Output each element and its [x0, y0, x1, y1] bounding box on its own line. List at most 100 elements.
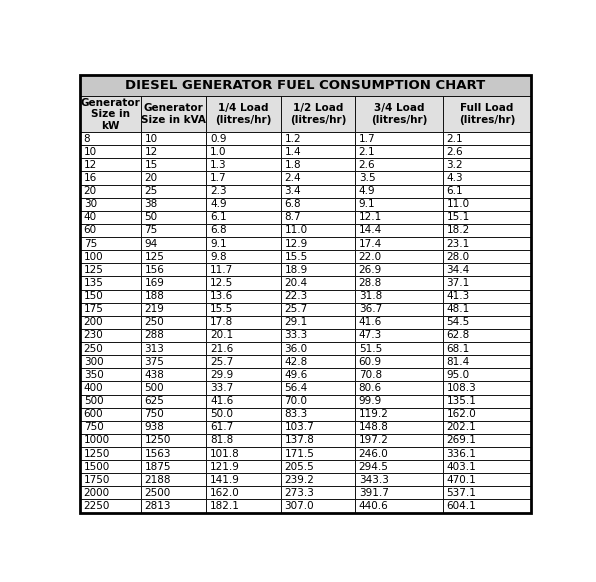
Bar: [80, 395, 141, 407]
Bar: [141, 434, 206, 447]
Bar: [141, 96, 206, 132]
Bar: [80, 381, 141, 395]
Text: 6.8: 6.8: [284, 199, 301, 210]
Bar: [206, 158, 281, 172]
Text: 12: 12: [145, 147, 158, 157]
Text: 101.8: 101.8: [210, 449, 240, 459]
Bar: [206, 434, 281, 447]
Text: 2.6: 2.6: [359, 160, 375, 170]
Text: 135.1: 135.1: [446, 396, 477, 406]
Bar: [141, 224, 206, 237]
Bar: [80, 329, 141, 342]
Text: 171.5: 171.5: [284, 449, 314, 459]
Text: 12.9: 12.9: [284, 239, 308, 249]
Bar: [80, 473, 141, 487]
Bar: [281, 303, 355, 316]
Bar: [141, 329, 206, 342]
Bar: [141, 381, 206, 395]
Text: 81.8: 81.8: [210, 435, 233, 445]
Text: 600: 600: [83, 409, 103, 419]
Text: 51.5: 51.5: [359, 343, 382, 354]
Text: 625: 625: [145, 396, 164, 406]
Text: 336.1: 336.1: [446, 449, 477, 459]
Bar: [443, 421, 531, 434]
Text: 21.6: 21.6: [210, 343, 233, 354]
Text: 80.6: 80.6: [359, 383, 382, 393]
Bar: [80, 145, 141, 158]
Text: 273.3: 273.3: [284, 488, 314, 498]
Text: 23.1: 23.1: [446, 239, 470, 249]
Bar: [141, 250, 206, 263]
Bar: [206, 395, 281, 407]
Bar: [355, 395, 443, 407]
Text: 604.1: 604.1: [446, 501, 476, 511]
Bar: [355, 96, 443, 132]
Text: 391.7: 391.7: [359, 488, 389, 498]
Bar: [355, 342, 443, 355]
Bar: [443, 303, 531, 316]
Text: 108.3: 108.3: [446, 383, 476, 393]
Bar: [206, 368, 281, 381]
Text: 6.8: 6.8: [210, 225, 226, 236]
Bar: [206, 381, 281, 395]
Text: 1.7: 1.7: [210, 173, 226, 183]
Text: 175: 175: [83, 304, 104, 314]
Text: 4.3: 4.3: [446, 173, 463, 183]
Bar: [355, 460, 443, 473]
Text: 1875: 1875: [145, 462, 171, 471]
Bar: [141, 473, 206, 487]
Text: 400: 400: [83, 383, 103, 393]
Bar: [281, 395, 355, 407]
Bar: [443, 355, 531, 368]
Bar: [80, 158, 141, 172]
Bar: [355, 407, 443, 421]
Text: 375: 375: [145, 357, 164, 367]
Text: 4.9: 4.9: [210, 199, 226, 210]
Text: 2188: 2188: [145, 475, 171, 485]
Bar: [141, 276, 206, 289]
Bar: [355, 499, 443, 513]
Text: 200: 200: [83, 317, 103, 327]
Bar: [281, 421, 355, 434]
Bar: [281, 342, 355, 355]
Text: 250: 250: [83, 343, 104, 354]
Text: 156: 156: [145, 265, 164, 275]
Text: 2.6: 2.6: [446, 147, 463, 157]
Text: 25: 25: [145, 186, 158, 196]
Text: 36.7: 36.7: [359, 304, 382, 314]
Text: 20: 20: [145, 173, 158, 183]
Bar: [443, 224, 531, 237]
Text: 17.8: 17.8: [210, 317, 233, 327]
Bar: [443, 381, 531, 395]
Text: 22.3: 22.3: [284, 291, 308, 301]
Bar: [80, 198, 141, 211]
Bar: [281, 447, 355, 460]
Bar: [141, 237, 206, 250]
Bar: [281, 368, 355, 381]
Text: 8.7: 8.7: [284, 212, 301, 222]
Bar: [281, 132, 355, 145]
Bar: [80, 75, 531, 96]
Text: 41.6: 41.6: [210, 396, 233, 406]
Bar: [80, 289, 141, 303]
Text: 83.3: 83.3: [284, 409, 308, 419]
Text: 1/2 Load
(litres/hr): 1/2 Load (litres/hr): [290, 104, 346, 125]
Text: 47.3: 47.3: [359, 331, 382, 340]
Bar: [281, 499, 355, 513]
Bar: [141, 289, 206, 303]
Bar: [281, 158, 355, 172]
Bar: [443, 473, 531, 487]
Text: 150: 150: [83, 291, 104, 301]
Text: 438: 438: [145, 370, 164, 380]
Text: 500: 500: [83, 396, 103, 406]
Bar: [141, 303, 206, 316]
Text: 500: 500: [145, 383, 164, 393]
Bar: [355, 132, 443, 145]
Bar: [141, 487, 206, 499]
Bar: [206, 303, 281, 316]
Text: 61.7: 61.7: [210, 423, 233, 432]
Bar: [443, 145, 531, 158]
Text: 1250: 1250: [83, 449, 110, 459]
Text: 202.1: 202.1: [446, 423, 476, 432]
Text: 12.1: 12.1: [359, 212, 382, 222]
